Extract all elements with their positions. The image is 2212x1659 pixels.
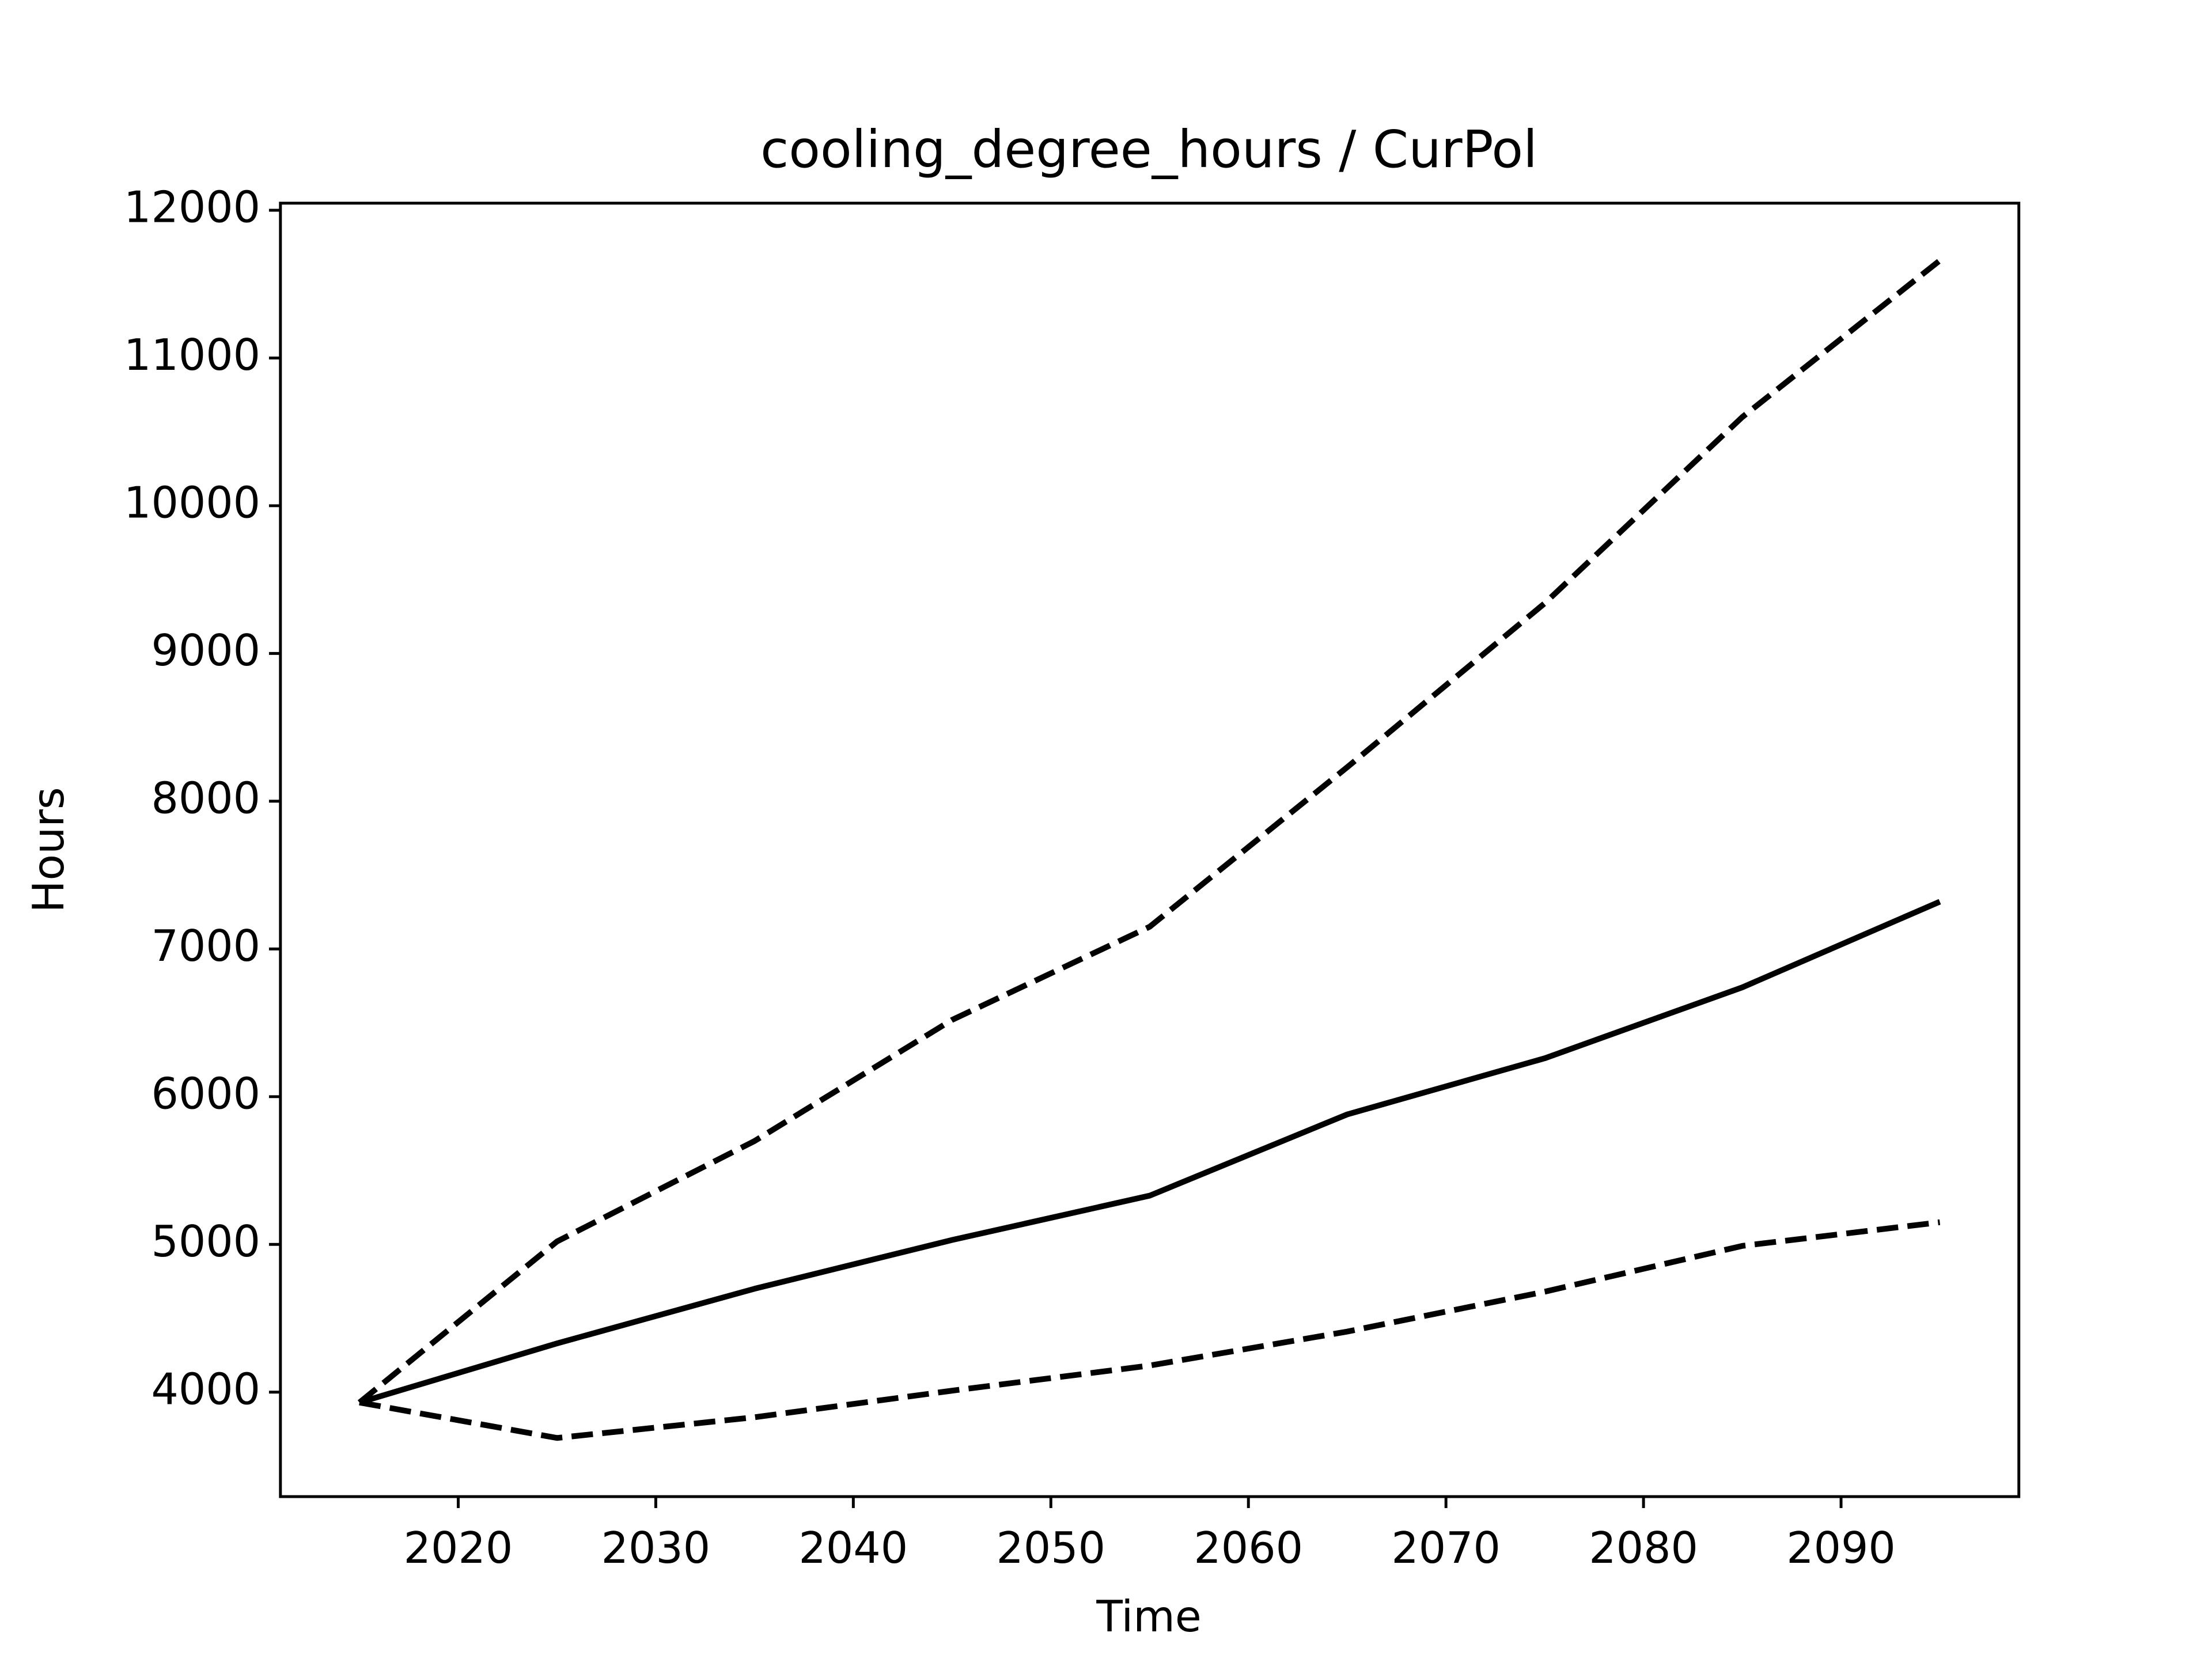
- x-tick-label: 2080: [1589, 1523, 1698, 1573]
- y-tick-label: 8000: [151, 773, 260, 823]
- y-tick-label: 11000: [124, 330, 260, 380]
- y-tick-label: 6000: [151, 1069, 260, 1119]
- x-tick-label: 2030: [601, 1523, 711, 1573]
- series-line: [359, 1219, 1941, 1441]
- x-tick-label: 2020: [404, 1523, 513, 1573]
- y-tick-label: 4000: [151, 1364, 260, 1414]
- y-tick-label: 7000: [151, 921, 260, 971]
- x-tick-label: 2040: [799, 1523, 908, 1573]
- y-axis-label: Hours: [24, 787, 74, 912]
- x-tick-label: 2090: [1786, 1523, 1896, 1573]
- y-tick-label: 9000: [151, 626, 260, 676]
- series-line: [357, 258, 1942, 1405]
- x-tick-label: 2050: [996, 1523, 1105, 1573]
- plot-frame: [279, 202, 2021, 1498]
- chart-title: cooling_degree_hours / CurPol: [760, 120, 1537, 180]
- y-tick-label: 10000: [124, 478, 260, 528]
- y-tick-label: 5000: [151, 1217, 260, 1267]
- y-tick-label: 12000: [124, 183, 260, 233]
- x-axis-label: Time: [1096, 1592, 1201, 1642]
- x-tick-label: 2070: [1391, 1523, 1501, 1573]
- x-tick-label: 2060: [1194, 1523, 1303, 1573]
- series-line: [358, 899, 1941, 1406]
